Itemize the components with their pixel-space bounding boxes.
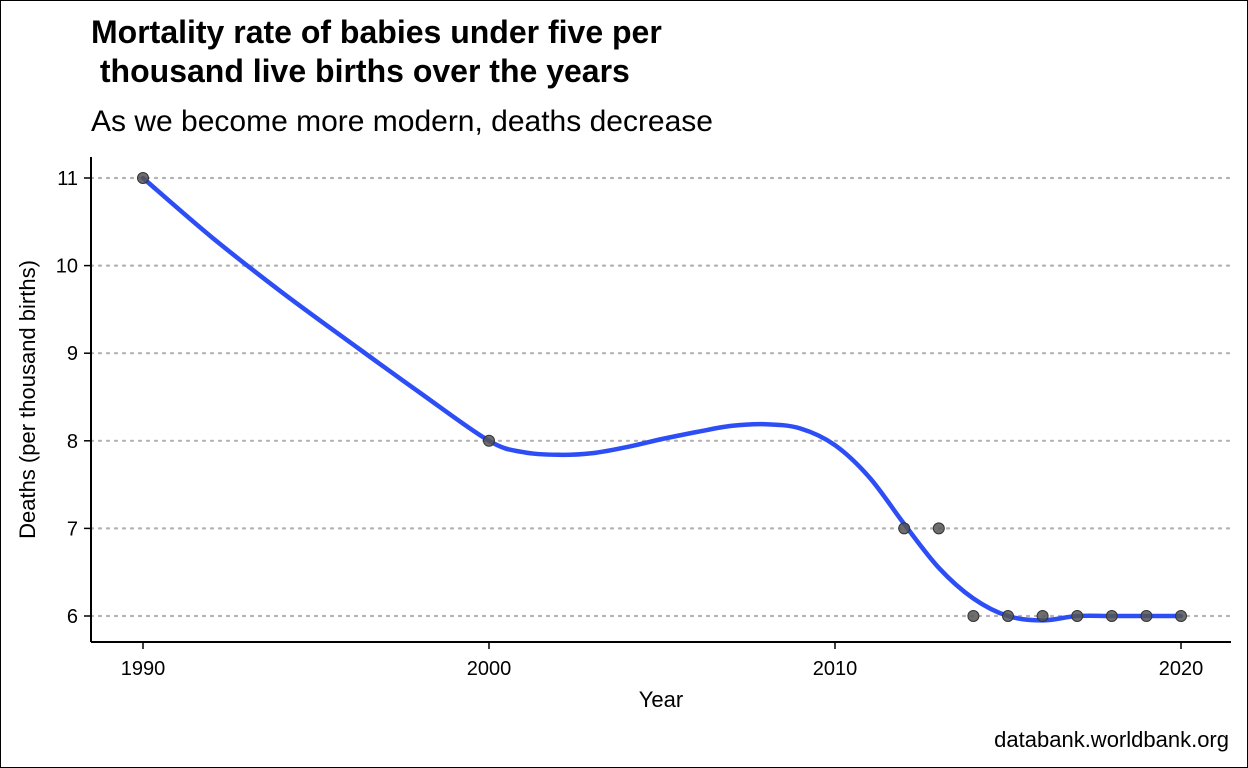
data-point — [1002, 610, 1014, 622]
axes: 6 7 8 9 10 11 1990 2000 2010 2020 — [56, 157, 1231, 680]
data-point — [932, 522, 945, 535]
data-point — [1036, 610, 1049, 622]
y-tick-label: 8 — [67, 431, 78, 453]
gridlines — [89, 176, 1233, 618]
x-tick-label: 2020 — [1159, 658, 1204, 680]
data-point — [483, 434, 495, 447]
x-tick-label: 2000 — [467, 658, 512, 680]
smooth-trend-line — [140, 175, 1184, 623]
y-tick-label: 6 — [67, 606, 78, 628]
data-point — [1175, 610, 1187, 622]
y-tick-label: 9 — [67, 343, 78, 365]
x-tick-label: 1990 — [121, 658, 166, 680]
y-axis-title: Deaths (per thousand births) — [15, 260, 40, 539]
smooth-line-layer — [140, 175, 1184, 623]
source-caption: databank.worldbank.org — [994, 727, 1229, 752]
y-tick-label: 7 — [67, 518, 78, 540]
x-tick-label: 2010 — [813, 658, 858, 680]
data-point — [1105, 610, 1118, 622]
y-tick-label: 10 — [56, 256, 78, 278]
x-axis-title: Year — [639, 687, 683, 712]
chart-subtitle: As we become more modern, deaths decreas… — [91, 105, 713, 138]
data-point — [1140, 610, 1153, 622]
y-tick-label: 11 — [57, 168, 78, 190]
data-points — [137, 172, 1187, 622]
data-point — [137, 172, 149, 184]
data-point — [967, 610, 980, 622]
data-point — [1071, 610, 1084, 622]
chart-title: Mortality rate of babies under five per … — [91, 14, 662, 89]
data-point — [898, 522, 911, 535]
